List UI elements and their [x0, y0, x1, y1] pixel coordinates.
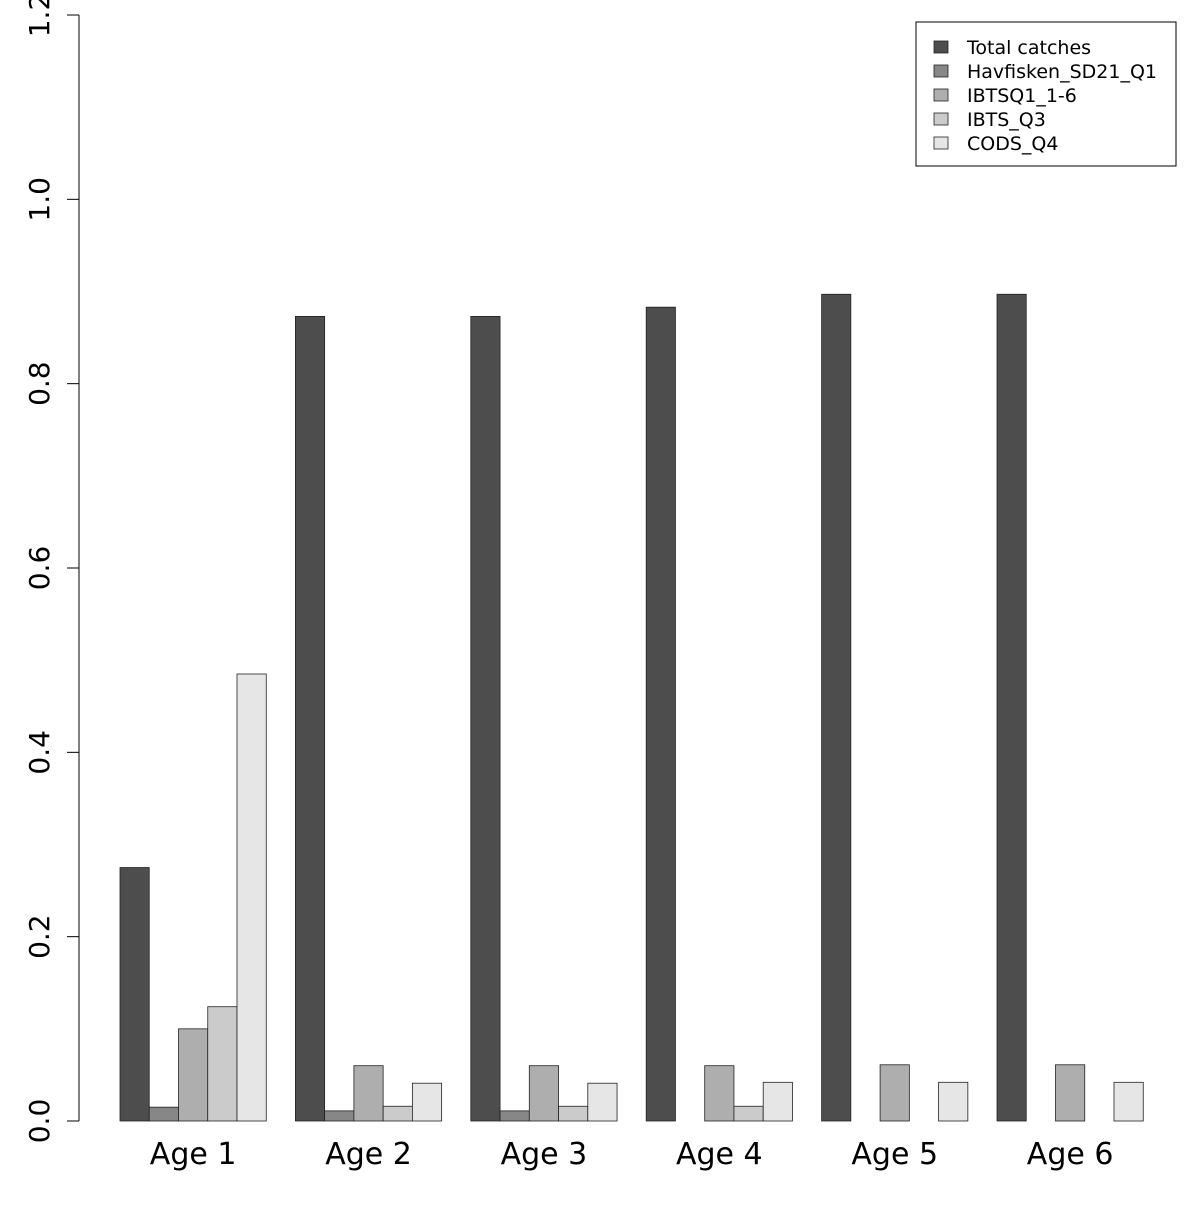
bar-group — [821, 293, 969, 1122]
y-tick-label: 0.6 — [23, 546, 56, 591]
legend-swatch — [933, 40, 949, 54]
legend-label: Havfisken_SD21_Q1 — [967, 61, 1157, 83]
y-axis: 0.0 0.2 0.4 0.6 0.8 1.0 1.2 — [23, 0, 80, 1144]
legend-swatch — [933, 136, 949, 150]
bar — [645, 306, 676, 1122]
x-tick-label: Age 2 — [325, 1137, 412, 1172]
bar — [382, 1105, 413, 1122]
bar — [528, 1065, 559, 1122]
x-tick-label: Age 6 — [1027, 1137, 1114, 1172]
bar-group — [119, 673, 267, 1122]
bar-group — [470, 315, 618, 1122]
legend-label: IBTSQ1_1-6 — [967, 85, 1077, 107]
bar-group — [294, 315, 443, 1122]
legend-swatch — [933, 88, 949, 102]
bar — [879, 1064, 910, 1122]
bar — [148, 1106, 179, 1122]
bar — [324, 1110, 355, 1122]
bar-group — [645, 306, 793, 1122]
bar-group — [996, 293, 1144, 1122]
legend-label: CODS_Q4 — [967, 133, 1058, 155]
bar — [411, 1082, 443, 1122]
x-tick-label: Age 1 — [150, 1137, 237, 1172]
bar — [499, 1110, 530, 1122]
bar — [821, 293, 852, 1122]
bar-groups — [119, 293, 1144, 1122]
bar — [733, 1105, 764, 1122]
bar — [1055, 1064, 1086, 1122]
bar — [1113, 1081, 1144, 1122]
bar — [996, 293, 1027, 1122]
y-tick-label: 0.2 — [23, 914, 56, 959]
bar — [353, 1065, 384, 1122]
x-tick-label: Age 4 — [676, 1137, 763, 1172]
legend: Total catchesHavfisken_SD21_Q1IBTSQ1_1-6… — [915, 21, 1177, 167]
bar — [294, 315, 326, 1122]
bar — [762, 1081, 793, 1122]
y-tick-label: 0.8 — [23, 361, 56, 406]
bar — [119, 867, 150, 1122]
x-axis-labels: Age 1 Age 2 Age 3 Age 4 Age 5 Age 6 — [150, 1137, 1114, 1172]
bar — [178, 1028, 209, 1122]
bar — [938, 1081, 969, 1122]
y-tick-label: 0.0 — [23, 1099, 56, 1144]
x-tick-label: Age 5 — [851, 1137, 938, 1172]
bar — [470, 315, 501, 1122]
legend-label: IBTS_Q3 — [967, 109, 1046, 131]
bar — [207, 1006, 238, 1122]
bar — [704, 1065, 735, 1122]
bar — [587, 1082, 618, 1122]
bar — [558, 1105, 589, 1122]
y-tick-label: 1.0 — [23, 177, 56, 222]
legend-swatch — [933, 64, 949, 78]
bar — [236, 673, 267, 1122]
y-tick-label: 0.4 — [23, 730, 56, 775]
y-tick-label: 1.2 — [23, 0, 56, 37]
legend-swatch — [933, 112, 949, 126]
legend-label: Total catches — [966, 37, 1091, 59]
x-tick-label: Age 3 — [501, 1137, 588, 1172]
legend-box — [915, 21, 1177, 167]
